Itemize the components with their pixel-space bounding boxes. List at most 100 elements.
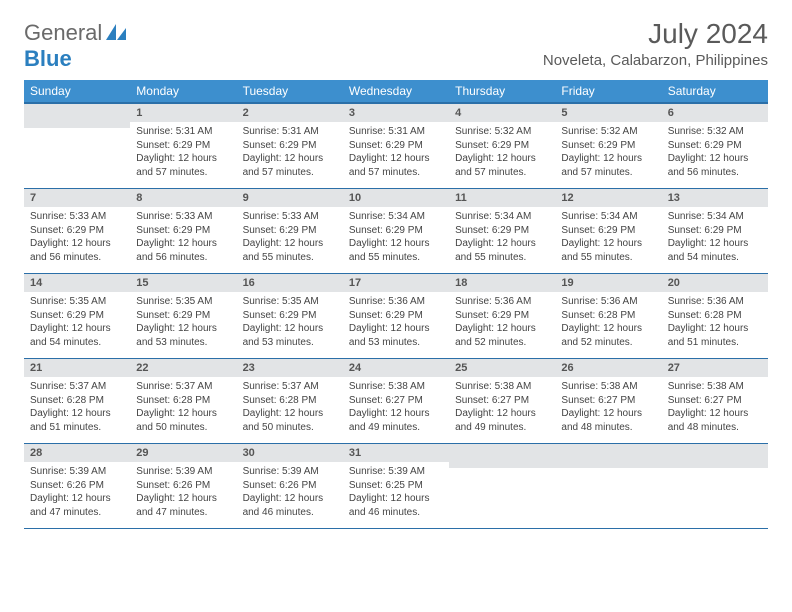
calendar-cell: 28Sunrise: 5:39 AMSunset: 6:26 PMDayligh…	[24, 444, 130, 529]
daylight-line: Daylight: 12 hours and 53 minutes.	[243, 322, 337, 349]
sunrise-line: Sunrise: 5:35 AM	[30, 295, 124, 309]
day-number: 27	[662, 359, 768, 377]
day-number: 9	[237, 189, 343, 207]
sunset-line: Sunset: 6:26 PM	[136, 479, 230, 493]
sunset-line: Sunset: 6:29 PM	[349, 309, 443, 323]
sunset-line: Sunset: 6:25 PM	[349, 479, 443, 493]
day-details: Sunrise: 5:35 AMSunset: 6:29 PMDaylight:…	[130, 292, 236, 353]
calendar-cell: 29Sunrise: 5:39 AMSunset: 6:26 PMDayligh…	[130, 444, 236, 529]
weekday-header: Thursday	[449, 80, 555, 103]
calendar-cell	[662, 444, 768, 529]
calendar-cell: 21Sunrise: 5:37 AMSunset: 6:28 PMDayligh…	[24, 359, 130, 444]
calendar-cell: 16Sunrise: 5:35 AMSunset: 6:29 PMDayligh…	[237, 274, 343, 359]
day-details: Sunrise: 5:36 AMSunset: 6:28 PMDaylight:…	[662, 292, 768, 353]
day-number: 29	[130, 444, 236, 462]
day-details: Sunrise: 5:31 AMSunset: 6:29 PMDaylight:…	[130, 122, 236, 183]
sunset-line: Sunset: 6:29 PM	[668, 224, 762, 238]
sunset-line: Sunset: 6:28 PM	[243, 394, 337, 408]
empty-day-num	[555, 444, 661, 468]
daylight-line: Daylight: 12 hours and 51 minutes.	[668, 322, 762, 349]
day-number: 4	[449, 104, 555, 122]
day-number: 5	[555, 104, 661, 122]
day-number: 3	[343, 104, 449, 122]
calendar-cell: 18Sunrise: 5:36 AMSunset: 6:29 PMDayligh…	[449, 274, 555, 359]
logo: General Blue	[24, 18, 126, 72]
sunrise-line: Sunrise: 5:35 AM	[136, 295, 230, 309]
sunset-line: Sunset: 6:28 PM	[30, 394, 124, 408]
sunrise-line: Sunrise: 5:38 AM	[455, 380, 549, 394]
sunrise-line: Sunrise: 5:37 AM	[136, 380, 230, 394]
calendar-cell: 24Sunrise: 5:38 AMSunset: 6:27 PMDayligh…	[343, 359, 449, 444]
sunset-line: Sunset: 6:29 PM	[136, 309, 230, 323]
daylight-line: Daylight: 12 hours and 50 minutes.	[243, 407, 337, 434]
logo-text: General Blue	[24, 18, 126, 72]
day-number: 15	[130, 274, 236, 292]
sunrise-line: Sunrise: 5:32 AM	[668, 125, 762, 139]
day-number: 7	[24, 189, 130, 207]
sunrise-line: Sunrise: 5:38 AM	[561, 380, 655, 394]
daylight-line: Daylight: 12 hours and 56 minutes.	[136, 237, 230, 264]
day-details: Sunrise: 5:35 AMSunset: 6:29 PMDaylight:…	[237, 292, 343, 353]
daylight-line: Daylight: 12 hours and 55 minutes.	[455, 237, 549, 264]
sunset-line: Sunset: 6:29 PM	[136, 224, 230, 238]
calendar-cell: 4Sunrise: 5:32 AMSunset: 6:29 PMDaylight…	[449, 103, 555, 189]
daylight-line: Daylight: 12 hours and 57 minutes.	[243, 152, 337, 179]
sunrise-line: Sunrise: 5:39 AM	[30, 465, 124, 479]
sunrise-line: Sunrise: 5:33 AM	[243, 210, 337, 224]
calendar-head: SundayMondayTuesdayWednesdayThursdayFrid…	[24, 80, 768, 103]
sunset-line: Sunset: 6:29 PM	[349, 224, 443, 238]
day-number: 26	[555, 359, 661, 377]
day-details: Sunrise: 5:33 AMSunset: 6:29 PMDaylight:…	[24, 207, 130, 268]
sunrise-line: Sunrise: 5:37 AM	[243, 380, 337, 394]
calendar-cell: 7Sunrise: 5:33 AMSunset: 6:29 PMDaylight…	[24, 189, 130, 274]
day-number: 2	[237, 104, 343, 122]
daylight-line: Daylight: 12 hours and 52 minutes.	[561, 322, 655, 349]
daylight-line: Daylight: 12 hours and 54 minutes.	[668, 237, 762, 264]
sunset-line: Sunset: 6:29 PM	[136, 139, 230, 153]
daylight-line: Daylight: 12 hours and 57 minutes.	[349, 152, 443, 179]
calendar-cell: 10Sunrise: 5:34 AMSunset: 6:29 PMDayligh…	[343, 189, 449, 274]
logo-general: General	[24, 20, 102, 45]
sunrise-line: Sunrise: 5:33 AM	[30, 210, 124, 224]
daylight-line: Daylight: 12 hours and 55 minutes.	[561, 237, 655, 264]
calendar-cell: 27Sunrise: 5:38 AMSunset: 6:27 PMDayligh…	[662, 359, 768, 444]
sunset-line: Sunset: 6:28 PM	[136, 394, 230, 408]
daylight-line: Daylight: 12 hours and 49 minutes.	[349, 407, 443, 434]
calendar-page: General Blue July 2024 Noveleta, Calabar…	[0, 0, 792, 547]
sunset-line: Sunset: 6:29 PM	[455, 139, 549, 153]
calendar-cell: 1Sunrise: 5:31 AMSunset: 6:29 PMDaylight…	[130, 103, 236, 189]
day-number: 13	[662, 189, 768, 207]
day-number: 16	[237, 274, 343, 292]
day-number: 24	[343, 359, 449, 377]
sunset-line: Sunset: 6:29 PM	[243, 224, 337, 238]
day-details: Sunrise: 5:36 AMSunset: 6:29 PMDaylight:…	[449, 292, 555, 353]
day-number: 20	[662, 274, 768, 292]
sunrise-line: Sunrise: 5:36 AM	[349, 295, 443, 309]
day-number: 17	[343, 274, 449, 292]
daylight-line: Daylight: 12 hours and 53 minutes.	[136, 322, 230, 349]
title-block: July 2024 Noveleta, Calabarzon, Philippi…	[543, 18, 768, 69]
calendar-row: 14Sunrise: 5:35 AMSunset: 6:29 PMDayligh…	[24, 274, 768, 359]
calendar-cell: 12Sunrise: 5:34 AMSunset: 6:29 PMDayligh…	[555, 189, 661, 274]
sunset-line: Sunset: 6:27 PM	[349, 394, 443, 408]
daylight-line: Daylight: 12 hours and 54 minutes.	[30, 322, 124, 349]
day-details: Sunrise: 5:32 AMSunset: 6:29 PMDaylight:…	[555, 122, 661, 183]
calendar-cell: 3Sunrise: 5:31 AMSunset: 6:29 PMDaylight…	[343, 103, 449, 189]
daylight-line: Daylight: 12 hours and 57 minutes.	[561, 152, 655, 179]
calendar-table: SundayMondayTuesdayWednesdayThursdayFrid…	[24, 80, 768, 529]
day-number: 1	[130, 104, 236, 122]
day-number: 31	[343, 444, 449, 462]
daylight-line: Daylight: 12 hours and 47 minutes.	[30, 492, 124, 519]
day-details: Sunrise: 5:38 AMSunset: 6:27 PMDaylight:…	[555, 377, 661, 438]
sunset-line: Sunset: 6:29 PM	[561, 139, 655, 153]
day-details: Sunrise: 5:38 AMSunset: 6:27 PMDaylight:…	[662, 377, 768, 438]
logo-blue: Blue	[24, 46, 72, 71]
calendar-cell: 19Sunrise: 5:36 AMSunset: 6:28 PMDayligh…	[555, 274, 661, 359]
sunrise-line: Sunrise: 5:38 AM	[668, 380, 762, 394]
calendar-cell: 2Sunrise: 5:31 AMSunset: 6:29 PMDaylight…	[237, 103, 343, 189]
daylight-line: Daylight: 12 hours and 55 minutes.	[349, 237, 443, 264]
calendar-cell: 25Sunrise: 5:38 AMSunset: 6:27 PMDayligh…	[449, 359, 555, 444]
day-number: 30	[237, 444, 343, 462]
sunrise-line: Sunrise: 5:33 AM	[136, 210, 230, 224]
calendar-cell: 8Sunrise: 5:33 AMSunset: 6:29 PMDaylight…	[130, 189, 236, 274]
